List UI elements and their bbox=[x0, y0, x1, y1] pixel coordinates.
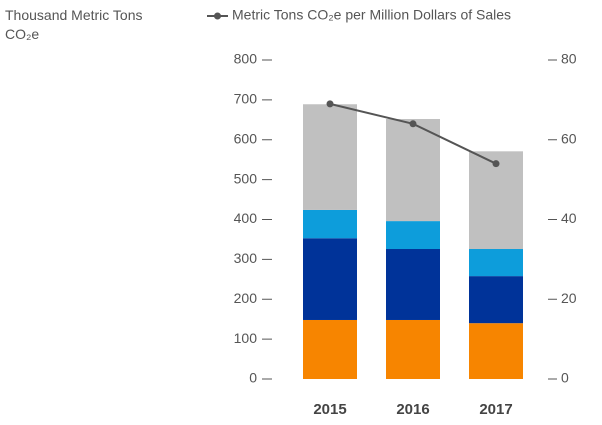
y-tick-label: 200 bbox=[234, 290, 258, 306]
y-tick-label: 600 bbox=[234, 130, 258, 146]
bar-segment bbox=[303, 209, 357, 239]
bar-segment bbox=[469, 249, 523, 277]
y-tick-label: 400 bbox=[234, 210, 258, 226]
bar-segment bbox=[386, 319, 440, 379]
bar-segment bbox=[303, 238, 357, 320]
x-tick-label: 2015 bbox=[313, 401, 346, 418]
y-tick-label: 0 bbox=[249, 370, 257, 386]
line-marker bbox=[326, 100, 334, 108]
bar-segment bbox=[469, 323, 523, 379]
bar-segment bbox=[386, 249, 440, 320]
bar-segment bbox=[303, 104, 357, 210]
y-tick-label: 800 bbox=[234, 51, 258, 67]
legend-label: Metric Tons CO₂e per Million Dollars of … bbox=[232, 7, 511, 23]
line-marker bbox=[409, 120, 417, 128]
y2-tick-label: 0 bbox=[561, 370, 569, 386]
bar-segment bbox=[469, 276, 523, 324]
y-axis-label: Thousand Metric Tons CO₂e bbox=[5, 7, 143, 42]
bar-segment bbox=[386, 221, 440, 250]
x-tick-label: 2016 bbox=[396, 401, 429, 418]
y-tick-label: 300 bbox=[234, 250, 258, 266]
legend-marker bbox=[214, 12, 221, 20]
y-tick-label: 700 bbox=[234, 91, 258, 107]
y2-tick-label: 20 bbox=[561, 290, 577, 306]
x-tick-label: 2017 bbox=[479, 401, 512, 418]
line-marker bbox=[492, 160, 500, 168]
y-tick-label: 500 bbox=[234, 170, 258, 186]
y2-tick-label: 60 bbox=[561, 130, 577, 146]
y2-tick-label: 40 bbox=[561, 210, 577, 226]
bar-segment bbox=[386, 119, 440, 222]
y-tick-label: 100 bbox=[234, 330, 258, 346]
y2-tick-label: 80 bbox=[561, 51, 577, 67]
bar-segment bbox=[469, 151, 523, 250]
bar-segment bbox=[303, 319, 357, 379]
